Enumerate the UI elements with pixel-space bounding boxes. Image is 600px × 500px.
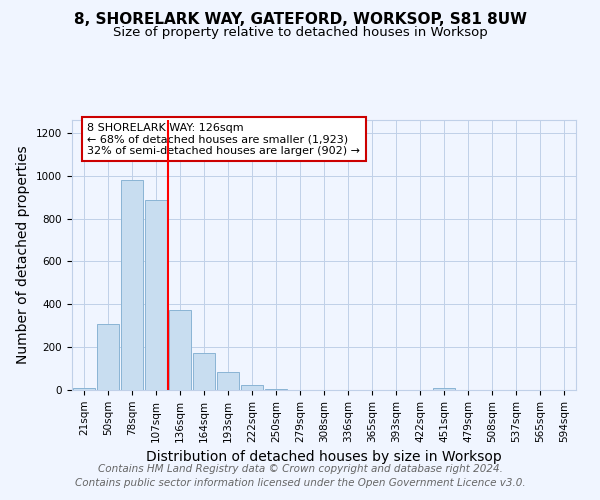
Bar xyxy=(145,200,167,390)
Bar xyxy=(121,180,143,390)
Text: 8 SHORELARK WAY: 126sqm
← 68% of detached houses are smaller (1,923)
32% of semi: 8 SHORELARK WAY: 126sqm ← 68% of detache… xyxy=(87,122,360,156)
Bar xyxy=(193,352,215,390)
X-axis label: Distribution of detached houses by size in Worksop: Distribution of detached houses by size … xyxy=(146,450,502,464)
Text: 8, SHORELARK WAY, GATEFORD, WORKSOP, S81 8UW: 8, SHORELARK WAY, GATEFORD, WORKSOP, S81… xyxy=(74,12,527,28)
Text: Contains HM Land Registry data © Crown copyright and database right 2024.
Contai: Contains HM Land Registry data © Crown c… xyxy=(74,464,526,487)
Bar xyxy=(97,324,119,390)
Bar xyxy=(433,388,455,390)
Bar xyxy=(169,310,191,390)
Bar xyxy=(265,389,287,390)
Bar xyxy=(241,386,263,390)
Bar xyxy=(217,372,239,390)
Text: Size of property relative to detached houses in Worksop: Size of property relative to detached ho… xyxy=(113,26,487,39)
Bar xyxy=(73,388,95,390)
Y-axis label: Number of detached properties: Number of detached properties xyxy=(16,146,31,364)
